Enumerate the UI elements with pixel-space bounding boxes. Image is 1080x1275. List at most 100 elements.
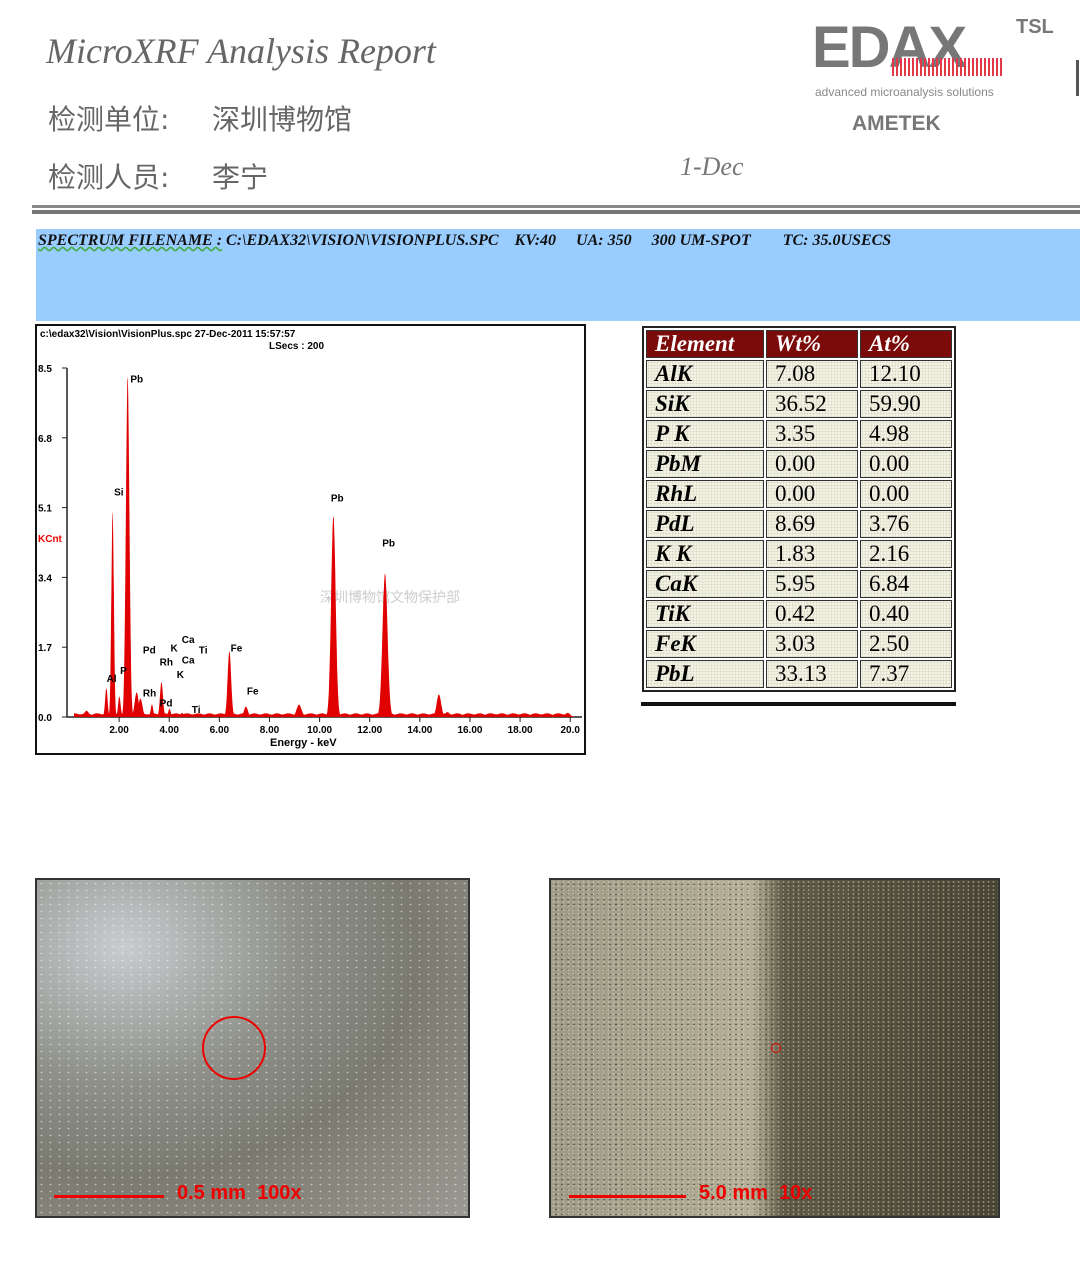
micrograph-10x: 5.0 mm 10x [549, 878, 1000, 1218]
spectrum-peak [237, 706, 254, 717]
scale-bar [569, 1195, 686, 1198]
wt-percent-cell: 5.95 [766, 570, 858, 598]
peak-label: Al [107, 674, 117, 685]
wt-percent-cell: 36.52 [766, 390, 858, 418]
x-tick-label: 18.00 [508, 725, 533, 736]
table-row: FeK 3.03 2.50 [646, 630, 952, 658]
element-cell: FeK [646, 630, 764, 658]
at-percent-cell: 3.76 [860, 510, 952, 538]
spectrum-peak [164, 708, 175, 717]
spectrum-info-band [36, 229, 1080, 321]
kv: KV:40 [514, 232, 557, 249]
element-cell: PdL [646, 510, 764, 538]
spectrum-chart: c:\edax32\Vision\VisionPlus.spc 27-Dec-2… [38, 329, 582, 749]
wt-percent-cell: 0.00 [766, 450, 858, 478]
peak-label: Ti [199, 645, 208, 656]
peak-label: Rh [160, 658, 173, 669]
spectrum-peak [289, 704, 310, 717]
peak-label: Pb [130, 374, 143, 385]
peak-label: Si [114, 487, 124, 498]
y-tick-label: 6.8 [38, 434, 52, 445]
at-percent-cell: 7.37 [860, 660, 952, 688]
scale-length: 5.0 mm [699, 1182, 768, 1204]
logo-spectrum-graphic [892, 58, 1004, 76]
table-row: PdL 8.69 3.76 [646, 510, 952, 538]
chart-title: c:\edax32\Vision\VisionPlus.spc 27-Dec-2… [40, 329, 296, 340]
at-percent-cell: 0.40 [860, 600, 952, 628]
at-percent-cell: 4.98 [860, 420, 952, 448]
x-tick-label: 2.00 [109, 725, 129, 736]
y-tick-label: 1.7 [38, 643, 52, 654]
at-percent-cell: 0.00 [860, 450, 952, 478]
at-percent-cell: 2.50 [860, 630, 952, 658]
peak-label: P [120, 666, 127, 677]
micrograph-100x: 0.5 mm 100x [35, 878, 470, 1218]
wt-percent-cell: 8.69 [766, 510, 858, 538]
table-underline [641, 702, 956, 706]
wt-percent-cell: 33.13 [766, 660, 858, 688]
peak-label: Ca [182, 635, 195, 646]
table-row: PbL 33.13 7.37 [646, 660, 952, 688]
element-cell: K K [646, 540, 764, 568]
peak-label: Pb [382, 539, 395, 550]
analysis-spot-circle [202, 1016, 266, 1080]
wt-percent-cell: 1.83 [766, 540, 858, 568]
x-tick-label: 16.00 [457, 725, 482, 736]
spectrum-peak [107, 511, 118, 717]
inspector-label: 检测人员: [48, 161, 170, 194]
peak-label: K [177, 670, 185, 681]
ua: UA: 350 [576, 232, 632, 249]
spectrum-peak [120, 376, 135, 717]
at-percent-cell: 2.16 [860, 540, 952, 568]
table-row: RhL 0.00 0.00 [646, 480, 952, 508]
element-cell: SiK [646, 390, 764, 418]
element-cell: PbL [646, 660, 764, 688]
peak-label: Ti [192, 705, 201, 716]
x-tick-label: 14.00 [407, 725, 432, 736]
spectrum-peak [222, 651, 237, 717]
peak-label: K [170, 644, 178, 655]
analysis-spot-circle [771, 1043, 781, 1053]
table-row: PbM 0.00 0.00 [646, 450, 952, 478]
header-at: At% [860, 330, 952, 358]
table-row: SiK 36.52 59.90 [646, 390, 952, 418]
divider [32, 210, 1080, 214]
spectrum-peak [101, 688, 112, 717]
table-row: TiK 0.42 0.40 [646, 600, 952, 628]
filename: C:\EDAX32\VISION\VISIONPLUS.SPC [226, 232, 499, 249]
spectrum-peak [324, 515, 343, 717]
x-axis-label: Energy - keV [270, 737, 337, 749]
header-wt: Wt% [766, 330, 858, 358]
scale-length: 0.5 mm [177, 1182, 246, 1204]
at-percent-cell: 59.90 [860, 390, 952, 418]
wt-percent-cell: 7.08 [766, 360, 858, 388]
at-percent-cell: 6.84 [860, 570, 952, 598]
peak-label: Pb [331, 493, 344, 504]
element-cell: CaK [646, 570, 764, 598]
spectrum-peak [176, 712, 189, 717]
spectrum-peak [557, 712, 578, 717]
inspector-value: 李宁 [212, 161, 269, 194]
filename-label: SPECTRUM FILENAME : [38, 232, 223, 249]
peak-label: Pd [143, 645, 156, 656]
spectrum-peak [429, 694, 448, 717]
y-tick-label: 5.1 [38, 504, 52, 515]
spectrum-peak [155, 682, 168, 717]
peak-label: Pd [160, 699, 173, 710]
results-table: Element Wt% At% AlK 7.08 12.10 SiK 36.52 59.9… [642, 326, 956, 692]
spectrum-peak [437, 712, 458, 717]
divider [32, 205, 1080, 208]
scale-text: 0.5 mm 100x [177, 1182, 302, 1205]
date-text: 1-Dec [680, 152, 744, 181]
table-row: P K 3.35 4.98 [646, 420, 952, 448]
y-tick-label: 8.5 [38, 364, 52, 375]
table-row: K K 1.83 2.16 [646, 540, 952, 568]
unit-value: 深圳博物馆 [212, 103, 353, 136]
watermark: 深圳博物馆文物保护部 [320, 589, 460, 606]
magnification: 10x [779, 1182, 813, 1204]
at-percent-cell: 12.10 [860, 360, 952, 388]
x-tick-label: 4.00 [160, 725, 180, 736]
element-cell: TiK [646, 600, 764, 628]
unit-label: 检测单位: [48, 103, 170, 136]
